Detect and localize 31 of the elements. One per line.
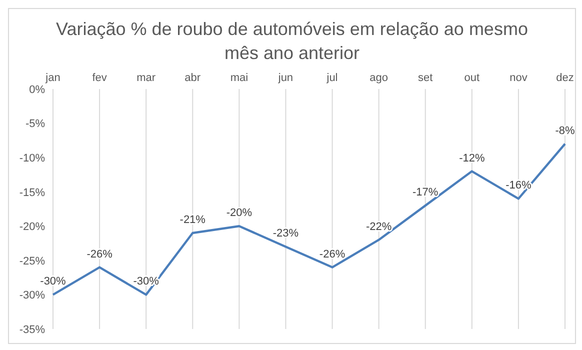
data-label: -30% — [40, 276, 66, 288]
data-label: -20% — [226, 207, 252, 220]
data-label: -22% — [366, 220, 392, 233]
y-tick-label: -10% — [19, 152, 46, 164]
y-tick-label: 0% — [29, 84, 46, 96]
y-tick-label: -30% — [19, 290, 46, 302]
x-tick-label: jun — [277, 72, 294, 84]
y-tick-label: -15% — [19, 186, 46, 199]
x-tick-label: set — [418, 72, 433, 84]
data-label: -8% — [555, 124, 575, 137]
x-tick-label: jan — [44, 72, 60, 84]
data-label: -21% — [180, 214, 206, 226]
data-label: -12% — [459, 152, 485, 164]
chart-title: Variação % de roubo de automóveis em relação ao mesmo mês ano anterior — [55, 18, 529, 65]
data-label: -26% — [86, 248, 113, 260]
x-tick-label: ago — [370, 72, 388, 84]
y-tick-label: -5% — [25, 118, 46, 130]
x-tick-label: mai — [230, 72, 248, 84]
y-tick-label: -25% — [19, 255, 46, 268]
x-tick-label: abr — [184, 72, 201, 84]
x-tick-label: mar — [136, 72, 156, 84]
data-label: -17% — [412, 186, 438, 199]
data-label: -26% — [319, 248, 346, 260]
data-label: -23% — [272, 228, 299, 240]
x-tick-label: dez — [556, 72, 574, 84]
x-tick-label: out — [464, 72, 480, 84]
y-tick-label: -35% — [19, 324, 46, 336]
x-tick-label: nov — [510, 72, 528, 84]
x-tick-label: jul — [326, 72, 338, 84]
y-tick-label: -20% — [19, 221, 46, 234]
x-tick-label: fev — [92, 72, 108, 84]
